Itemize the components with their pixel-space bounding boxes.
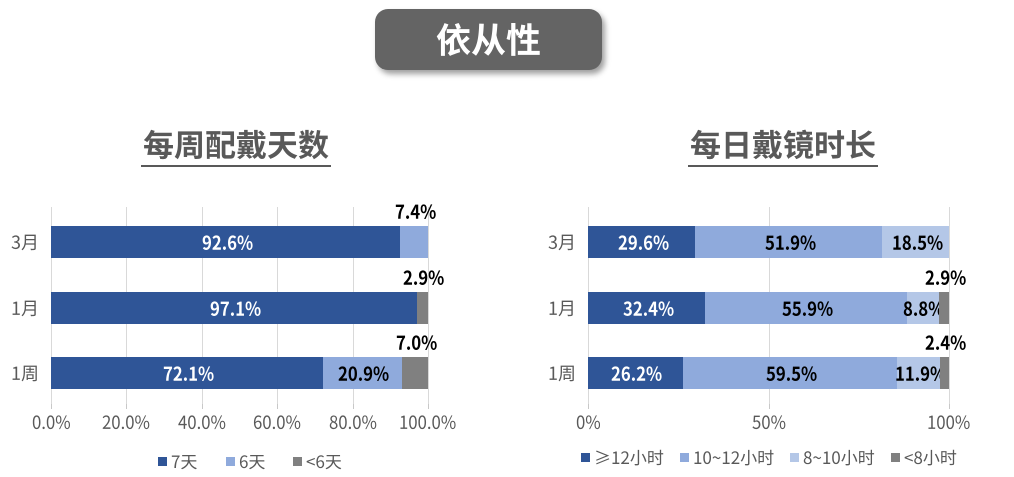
bar-segment bbox=[588, 357, 683, 389]
legend-swatch bbox=[790, 453, 800, 462]
legend-swatch bbox=[225, 456, 235, 466]
banner bbox=[375, 9, 602, 70]
data-label bbox=[338, 364, 389, 383]
bar-segment bbox=[940, 357, 949, 389]
axis-tick bbox=[949, 404, 950, 409]
category-label bbox=[11, 299, 39, 317]
data-label bbox=[618, 233, 669, 252]
data-label bbox=[396, 333, 437, 352]
data-label bbox=[766, 364, 817, 383]
x-tick-label bbox=[927, 413, 971, 431]
banner-title bbox=[436, 22, 541, 57]
legend-swatch bbox=[293, 456, 302, 466]
data-label bbox=[403, 268, 444, 287]
chart-title bbox=[690, 129, 876, 160]
gridline bbox=[949, 207, 950, 404]
legend-label bbox=[306, 453, 342, 470]
axis-tick bbox=[768, 404, 770, 409]
bar-segment bbox=[417, 292, 428, 324]
legend-swatch bbox=[581, 453, 591, 462]
data-label bbox=[925, 268, 966, 287]
data-label bbox=[782, 299, 833, 318]
bar-segment bbox=[401, 357, 428, 389]
data-label bbox=[395, 202, 436, 221]
data-label bbox=[163, 364, 214, 383]
category-label bbox=[548, 364, 576, 382]
x-tick-label bbox=[329, 413, 377, 431]
axis-tick bbox=[588, 404, 589, 409]
chart-title-underline bbox=[141, 165, 331, 167]
x-tick-label bbox=[102, 413, 150, 431]
axis-tick bbox=[428, 404, 429, 409]
data-label bbox=[925, 333, 967, 352]
data-label bbox=[765, 233, 816, 252]
bar-segment bbox=[897, 357, 941, 389]
data-label bbox=[903, 299, 945, 318]
category-label bbox=[11, 233, 39, 251]
x-tick-label bbox=[253, 413, 301, 431]
data-label bbox=[210, 299, 261, 318]
category-label bbox=[11, 364, 39, 382]
x-tick-label bbox=[751, 413, 786, 431]
axis-tick bbox=[51, 404, 52, 409]
axis-tick bbox=[352, 404, 354, 409]
bar-segment bbox=[322, 357, 402, 389]
bar-segment bbox=[400, 226, 428, 258]
axis-tick bbox=[277, 404, 279, 409]
legend-swatch bbox=[680, 453, 689, 462]
x-tick-label bbox=[399, 413, 456, 431]
legend-label bbox=[239, 453, 265, 470]
gridline bbox=[428, 207, 429, 404]
x-tick-label bbox=[576, 413, 601, 431]
axis-tick bbox=[126, 404, 128, 409]
bar-segment bbox=[938, 292, 949, 324]
axis-tick bbox=[201, 404, 203, 409]
x-tick-label bbox=[178, 413, 226, 431]
bar-segment bbox=[704, 292, 907, 324]
legend-swatch bbox=[891, 453, 900, 462]
chart-title bbox=[143, 129, 329, 160]
category-label bbox=[548, 233, 576, 251]
bar-segment bbox=[694, 226, 883, 258]
legend-label bbox=[693, 449, 774, 466]
data-label bbox=[611, 364, 662, 383]
chart-title-underline bbox=[688, 165, 878, 167]
category-label bbox=[548, 299, 576, 317]
data-label bbox=[202, 233, 253, 252]
data-label bbox=[622, 299, 674, 318]
bar-segment bbox=[51, 292, 418, 324]
bar-segment bbox=[588, 292, 705, 324]
bar-segment bbox=[51, 357, 323, 389]
legend-label bbox=[803, 449, 875, 466]
bar-segment bbox=[588, 226, 695, 258]
legend-label bbox=[171, 453, 197, 470]
data-label bbox=[895, 364, 946, 383]
data-label bbox=[892, 233, 943, 252]
legend-label bbox=[904, 449, 957, 466]
x-tick-label bbox=[32, 413, 71, 431]
bar-segment bbox=[51, 226, 401, 258]
legend-label bbox=[594, 449, 664, 466]
legend-swatch bbox=[158, 456, 168, 466]
bar-segment bbox=[682, 357, 898, 389]
